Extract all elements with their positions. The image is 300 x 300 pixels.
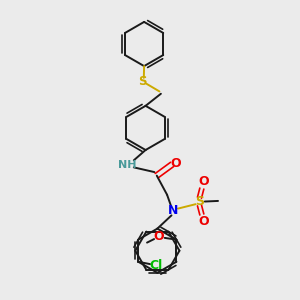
Text: N: N: [168, 204, 179, 218]
Text: O: O: [198, 175, 208, 188]
Text: NH: NH: [118, 160, 136, 170]
Text: O: O: [171, 157, 181, 170]
Text: S: S: [195, 195, 204, 208]
Text: O: O: [198, 215, 208, 228]
Text: S: S: [138, 75, 147, 88]
Text: Cl: Cl: [150, 259, 163, 272]
Text: O: O: [153, 230, 164, 243]
